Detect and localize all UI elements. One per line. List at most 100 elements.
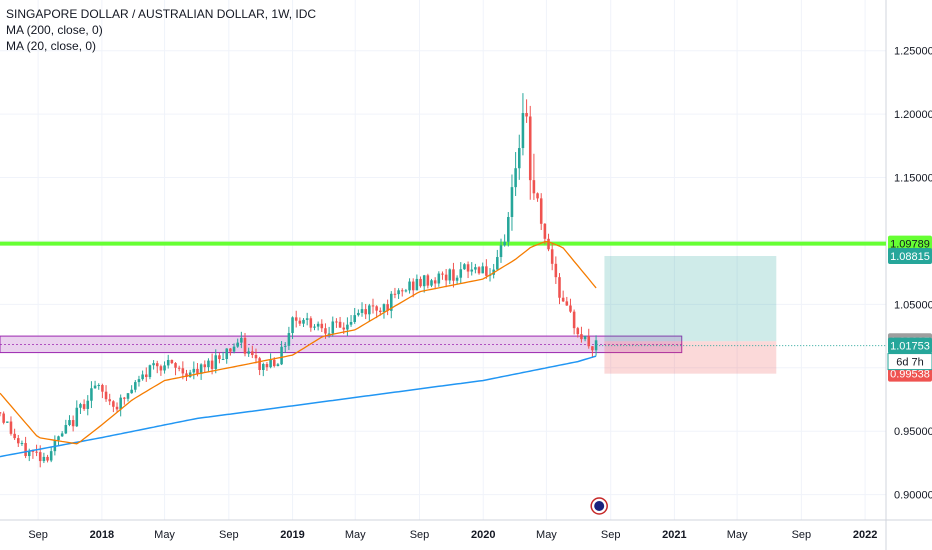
candle-body: [452, 269, 455, 281]
candle-body: [119, 397, 122, 410]
x-tick-label: 2019: [280, 529, 304, 541]
candle-body: [349, 321, 353, 325]
countdown-tag: [887, 353, 932, 371]
candle-body: [485, 266, 488, 276]
candle-body: [90, 388, 93, 401]
candle-body: [539, 198, 543, 224]
candle-body: [0, 412, 2, 414]
candle-body: [181, 368, 185, 374]
candle-body: [243, 337, 247, 354]
candle-body: [433, 280, 437, 284]
candle-body: [46, 456, 49, 461]
candle-body: [174, 363, 177, 368]
candle-body: [419, 278, 422, 287]
candle-body: [503, 241, 506, 246]
candle-body: [444, 274, 448, 281]
candle-body: [294, 317, 298, 321]
candle-body: [375, 306, 378, 311]
candle-body: [521, 113, 525, 149]
x-tick-label: May: [345, 529, 366, 541]
candle-body: [247, 351, 250, 354]
price-tag-label: 0.99538: [890, 369, 930, 381]
candle-body: [550, 249, 554, 264]
candle-body: [272, 359, 276, 367]
candle-body: [360, 309, 364, 313]
candle-body: [291, 317, 294, 334]
candle-body: [112, 401, 115, 407]
candle-body: [38, 452, 42, 462]
candle-body: [258, 358, 261, 370]
candle-body: [496, 257, 499, 270]
candle-body: [97, 385, 101, 387]
candle-body: [71, 420, 75, 427]
candle-body: [302, 319, 305, 324]
x-tick-label: Sep: [28, 529, 48, 541]
x-tick-label: 2020: [471, 529, 495, 541]
x-tick-label: Sep: [601, 529, 621, 541]
candle-body: [386, 304, 389, 311]
candle-body: [525, 113, 528, 117]
candle-body: [569, 305, 572, 312]
candle-body: [236, 342, 239, 347]
candle-body: [108, 399, 111, 402]
candle-body: [594, 340, 598, 351]
event-flag-inner: [594, 501, 605, 511]
candle-body: [558, 277, 561, 298]
candle-body: [42, 456, 46, 462]
candle-body: [148, 365, 152, 378]
x-tick-label: 2021: [662, 529, 686, 541]
candle-body: [411, 281, 415, 291]
ma20-legend[interactable]: MA (20, close, 0): [6, 39, 97, 53]
candle-body: [115, 406, 119, 410]
candle-body: [477, 267, 481, 274]
candle-body: [276, 364, 280, 367]
candle-body: [9, 421, 13, 434]
candle-body: [580, 334, 583, 340]
candle-body: [357, 312, 360, 316]
candle-body: [561, 297, 565, 302]
candle-body: [517, 148, 521, 169]
y-tick-label: 1.15000: [894, 173, 932, 185]
candle-body: [547, 238, 550, 250]
x-tick-label: May: [727, 529, 748, 541]
candle-body: [280, 346, 283, 365]
candle-body: [170, 359, 174, 364]
candle-body: [126, 393, 130, 399]
candle-body: [177, 367, 181, 369]
candle-body: [163, 365, 166, 371]
candle-body: [298, 320, 302, 324]
candle-body: [269, 359, 272, 368]
candle-body: [159, 366, 163, 371]
candle-body: [346, 324, 349, 330]
countdown-label: 6d 7h: [896, 357, 924, 369]
candle-body: [192, 368, 196, 373]
candle-body: [229, 348, 232, 352]
candle-body: [218, 355, 221, 360]
symbol-title[interactable]: SINGAPORE DOLLAR / AUSTRALIAN DOLLAR, 1W…: [6, 7, 317, 21]
y-tick-label: 0.95000: [894, 426, 932, 438]
candle-body: [64, 425, 68, 434]
candle-body: [144, 374, 148, 378]
candle-body: [287, 333, 291, 346]
candle-body: [474, 267, 477, 270]
candle-body: [309, 318, 313, 328]
candle-body: [316, 323, 320, 327]
candle-body: [6, 421, 9, 423]
candle-body: [324, 328, 327, 334]
candle-body: [554, 263, 558, 278]
x-tick-label: May: [154, 529, 175, 541]
ma200-legend[interactable]: MA (200, close, 0): [6, 23, 103, 37]
candle-body: [20, 443, 24, 445]
candle-body: [368, 305, 371, 315]
stop-zone: [604, 341, 777, 374]
candle-body: [101, 385, 104, 392]
candle-body: [371, 305, 375, 307]
candle-body: [565, 301, 569, 306]
x-tick-label: Sep: [792, 529, 812, 541]
candle-body: [510, 187, 514, 217]
candle-body: [426, 275, 430, 286]
x-tick-label: Sep: [219, 529, 239, 541]
candle-body: [210, 360, 214, 369]
candle-body: [13, 433, 16, 439]
